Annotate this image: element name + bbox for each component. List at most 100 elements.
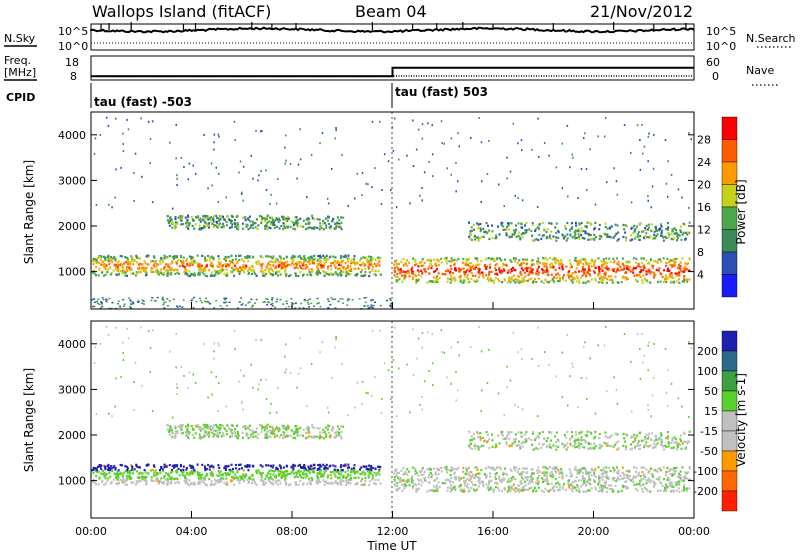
power-cell xyxy=(100,303,103,305)
velocity-cell xyxy=(108,467,111,470)
power-cell xyxy=(230,220,233,223)
power-cell xyxy=(512,122,515,125)
power-cell xyxy=(271,260,274,264)
velocity-cell xyxy=(450,466,453,469)
power-cell xyxy=(153,299,156,302)
power-cell xyxy=(540,237,543,240)
power-cell xyxy=(210,264,213,267)
power-cell xyxy=(611,268,614,271)
power-cell xyxy=(204,258,207,261)
power-cell xyxy=(188,264,191,267)
velocity-cell xyxy=(593,474,596,477)
power-cell xyxy=(457,180,459,183)
power-cell xyxy=(513,229,515,232)
power-cell xyxy=(227,263,230,266)
velocity-cell xyxy=(126,470,129,473)
velocity-cell xyxy=(102,464,105,467)
power-cell xyxy=(568,259,571,262)
power-cell xyxy=(639,235,642,238)
power-cell xyxy=(319,226,321,229)
power-cell xyxy=(344,261,347,264)
power-cell xyxy=(476,222,479,225)
velocity-cell xyxy=(571,481,574,484)
power-cell xyxy=(676,237,679,240)
velocity-cell xyxy=(594,468,597,471)
power-cell xyxy=(242,260,245,263)
power-cell xyxy=(305,218,308,221)
velocity-cell xyxy=(681,466,684,469)
power-cell xyxy=(502,228,505,231)
power-cell xyxy=(227,255,230,258)
power-cell xyxy=(270,303,273,306)
velocity-cell xyxy=(668,484,671,487)
velocity-cell xyxy=(579,470,582,473)
velocity-cell xyxy=(509,468,512,471)
power-cell xyxy=(185,225,188,228)
power-cell xyxy=(98,267,101,270)
velocity-cell xyxy=(100,464,103,467)
velocity-cell xyxy=(681,489,684,492)
velocity-cell xyxy=(678,480,681,483)
power-cell xyxy=(192,164,194,167)
power-cell xyxy=(122,305,125,307)
velocity-cell xyxy=(117,476,120,479)
velocity-cell xyxy=(294,437,297,440)
power-cell xyxy=(571,226,574,229)
velocity-cell xyxy=(332,464,335,467)
velocity-cell xyxy=(377,479,380,482)
power-cell xyxy=(320,227,323,230)
velocity-cell xyxy=(101,469,104,473)
velocity-cell xyxy=(176,430,179,433)
power-cell xyxy=(654,237,657,240)
velocity-cell xyxy=(113,472,116,475)
velocity-cell xyxy=(645,482,648,485)
velocity-cell xyxy=(306,469,309,473)
power-cell xyxy=(275,271,278,274)
power-cell xyxy=(410,269,413,272)
power-cell xyxy=(552,258,555,261)
power-cell xyxy=(610,236,613,239)
velocity-cell xyxy=(641,490,644,493)
velocity-cell xyxy=(520,473,523,476)
ytick-label: 3000 xyxy=(58,174,86,187)
power-cell xyxy=(589,148,591,151)
power-cell xyxy=(470,266,473,269)
power-cell xyxy=(232,267,235,270)
power-cell xyxy=(523,271,526,274)
power-cell xyxy=(357,267,360,270)
velocity-cell xyxy=(507,478,510,481)
power-cell xyxy=(205,259,208,262)
power-cell xyxy=(130,303,133,306)
power-cell xyxy=(449,278,452,281)
velocity-cell xyxy=(425,479,427,482)
velocity-cell xyxy=(559,467,562,471)
power-cell xyxy=(605,116,607,119)
power-cell xyxy=(300,257,303,260)
velocity-cell xyxy=(362,470,365,473)
velocity-cell xyxy=(104,465,107,468)
power-cell xyxy=(340,274,343,277)
power-cell xyxy=(643,257,645,260)
power-cell xyxy=(525,263,528,266)
power-cell xyxy=(682,267,685,270)
power-cell xyxy=(437,260,440,263)
power-cell xyxy=(262,217,265,220)
velocity-cell xyxy=(374,483,377,486)
power-cell xyxy=(133,172,135,175)
power-cell xyxy=(411,276,414,279)
velocity-cell xyxy=(518,490,521,493)
power-cell xyxy=(217,255,220,258)
power-cell xyxy=(395,280,398,283)
power-cell xyxy=(330,268,333,271)
velocity-cell xyxy=(371,466,374,470)
power-cell xyxy=(470,272,473,275)
velocity-cell xyxy=(645,479,648,482)
velocity-cell xyxy=(166,483,169,486)
power-cell xyxy=(329,225,332,228)
power-cell xyxy=(681,233,684,236)
velocity-cell xyxy=(514,478,517,481)
velocity-cell xyxy=(477,485,480,488)
power-cell xyxy=(682,231,685,234)
velocity-cell xyxy=(204,467,207,470)
power-cell xyxy=(143,259,146,263)
